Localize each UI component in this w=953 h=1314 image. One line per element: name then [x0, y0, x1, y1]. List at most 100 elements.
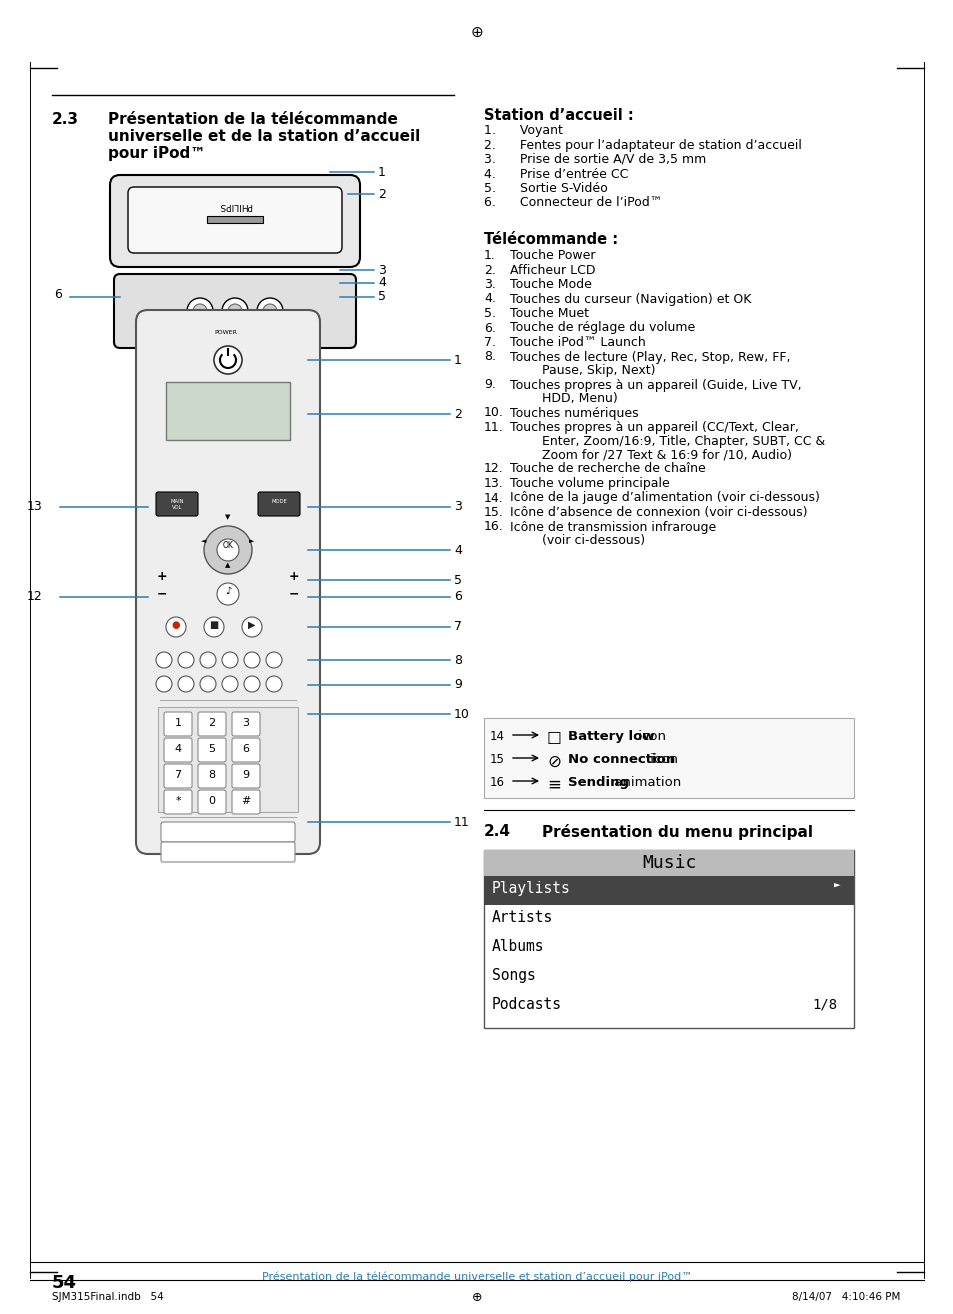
Text: Touche Muet: Touche Muet [510, 307, 588, 321]
Text: Touche de réglage du volume: Touche de réglage du volume [510, 322, 695, 335]
Text: SJM315Final.indb   54: SJM315Final.indb 54 [52, 1292, 164, 1302]
Text: 6.: 6. [483, 322, 496, 335]
Text: Touche de recherche de chaîne: Touche de recherche de chaîne [510, 463, 705, 476]
Text: 13: 13 [27, 501, 42, 514]
Text: 4.      Prise d’entrée CC: 4. Prise d’entrée CC [483, 167, 628, 180]
Text: Afficheur LCD: Afficheur LCD [510, 264, 595, 276]
Text: animation: animation [609, 777, 680, 788]
Text: 3: 3 [242, 717, 250, 728]
Text: 15: 15 [490, 753, 504, 766]
Circle shape [216, 583, 239, 604]
Text: 2.      Fentes pour l’adaptateur de station d’accueil: 2. Fentes pour l’adaptateur de station d… [483, 138, 801, 151]
FancyBboxPatch shape [257, 491, 299, 516]
Text: Touches de lecture (Play, Rec, Stop, Rew, FF,: Touches de lecture (Play, Rec, Stop, Rew… [510, 351, 790, 364]
Text: Touche iPod™ Launch: Touche iPod™ Launch [510, 336, 645, 350]
Text: Icône d’absence de connexion (voir ci-dessous): Icône d’absence de connexion (voir ci-de… [510, 506, 806, 519]
Text: Touche Power: Touche Power [510, 248, 595, 261]
Text: 11.: 11. [483, 420, 503, 434]
Text: 5: 5 [209, 744, 215, 754]
Circle shape [263, 304, 276, 318]
Circle shape [213, 346, 242, 374]
FancyBboxPatch shape [164, 712, 192, 736]
Text: 54: 54 [52, 1275, 77, 1292]
Text: 2: 2 [454, 407, 461, 420]
Text: 10.: 10. [483, 406, 503, 419]
Circle shape [187, 298, 213, 325]
Circle shape [216, 539, 239, 561]
Circle shape [266, 652, 282, 668]
Text: (voir ci-dessous): (voir ci-dessous) [510, 533, 644, 547]
Text: 12: 12 [27, 590, 42, 603]
Text: +: + [289, 570, 299, 583]
Circle shape [228, 304, 242, 318]
Text: 14: 14 [490, 731, 504, 742]
Text: 13.: 13. [483, 477, 503, 490]
Text: 7: 7 [174, 770, 181, 781]
Text: Albums: Albums [492, 940, 544, 954]
Text: ☐: ☐ [546, 731, 561, 748]
Text: 1.: 1. [483, 248, 496, 261]
Text: ≡: ≡ [546, 777, 560, 794]
Text: Podcasts: Podcasts [492, 997, 561, 1012]
Text: PHILIPS: PHILIPS [218, 201, 252, 210]
Text: 4: 4 [377, 276, 385, 289]
Text: icon: icon [645, 753, 678, 766]
Text: ◄: ◄ [201, 537, 207, 544]
Text: 5: 5 [377, 290, 386, 304]
Text: 2: 2 [208, 717, 215, 728]
Text: Playlists: Playlists [492, 880, 570, 896]
Text: Station d’accueil :: Station d’accueil : [483, 108, 633, 124]
Circle shape [200, 675, 215, 692]
FancyBboxPatch shape [232, 712, 260, 736]
Text: 2.4: 2.4 [483, 824, 511, 840]
Circle shape [242, 618, 262, 637]
Text: Battery low: Battery low [567, 731, 654, 742]
Text: ♪: ♪ [225, 586, 231, 597]
Text: 6: 6 [242, 744, 250, 754]
Text: Touche volume principale: Touche volume principale [510, 477, 669, 490]
Text: 9.: 9. [483, 378, 496, 392]
Bar [483, 876, 853, 905]
Text: MODE: MODE [271, 499, 287, 505]
Text: OK: OK [222, 541, 233, 551]
Text: 8: 8 [208, 770, 215, 781]
Text: 9: 9 [242, 770, 250, 781]
Text: 7: 7 [454, 620, 461, 633]
FancyBboxPatch shape [164, 763, 192, 788]
FancyBboxPatch shape [110, 175, 359, 267]
Text: 1/8: 1/8 [811, 997, 836, 1010]
Text: Présentation du menu principal: Présentation du menu principal [541, 824, 812, 840]
Text: 3: 3 [454, 501, 461, 514]
FancyBboxPatch shape [113, 275, 355, 348]
Text: Touches numériques: Touches numériques [510, 406, 638, 419]
FancyBboxPatch shape [161, 842, 294, 862]
Bar [207, 215, 263, 223]
Circle shape [204, 618, 224, 637]
Circle shape [244, 652, 260, 668]
FancyBboxPatch shape [136, 310, 319, 854]
Text: ⊘: ⊘ [546, 753, 560, 771]
Text: Télécommande :: Télécommande : [483, 233, 618, 247]
Text: Touches propres à un appareil (CC/Text, Clear,: Touches propres à un appareil (CC/Text, … [510, 420, 798, 434]
Text: ▲: ▲ [225, 562, 231, 568]
Text: 16: 16 [490, 777, 504, 788]
Text: Artists: Artists [492, 911, 553, 925]
FancyBboxPatch shape [232, 790, 260, 813]
Text: 8.: 8. [483, 351, 496, 364]
Text: ⊕: ⊕ [471, 1290, 482, 1303]
Text: Touches propres à un appareil (Guide, Live TV,: Touches propres à un appareil (Guide, Li… [510, 378, 801, 392]
Text: 2.3: 2.3 [52, 112, 79, 127]
Text: ▼: ▼ [225, 514, 231, 520]
Text: pour iPod™: pour iPod™ [108, 146, 205, 162]
Circle shape [193, 304, 207, 318]
Text: 3.: 3. [483, 279, 496, 290]
Text: 14.: 14. [483, 491, 503, 505]
Text: universelle et de la station d’accueil: universelle et de la station d’accueil [108, 129, 420, 145]
FancyBboxPatch shape [164, 790, 192, 813]
Circle shape [222, 298, 248, 325]
Circle shape [256, 298, 283, 325]
Circle shape [178, 675, 193, 692]
Circle shape [178, 652, 193, 668]
Text: 5.: 5. [483, 307, 496, 321]
Text: ►: ► [249, 537, 254, 544]
